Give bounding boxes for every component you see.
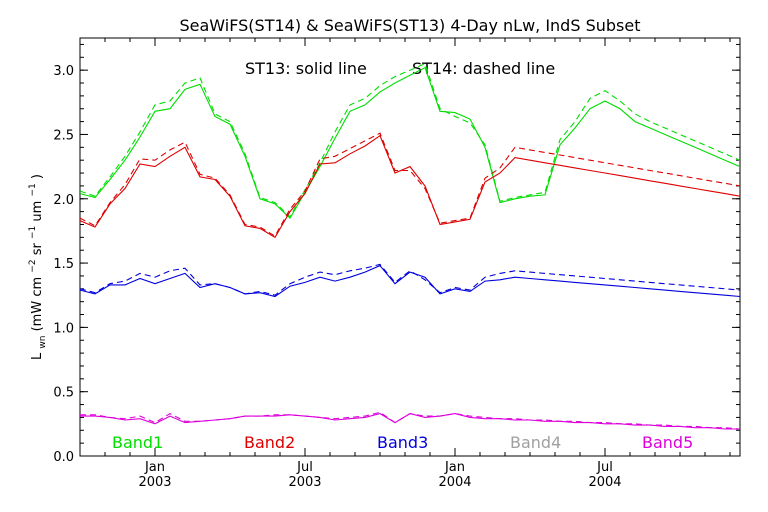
ylabel-unit-open: (mW cm xyxy=(30,277,45,332)
dashed-line-note: ST14: dashed line xyxy=(412,59,555,78)
band-label-band1: Band1 xyxy=(112,433,163,452)
ylabel-sup2: −1 xyxy=(28,226,38,239)
y-tick-label: 1.5 xyxy=(53,257,74,272)
plot-area xyxy=(80,62,740,430)
y-tick-label: 1.0 xyxy=(53,321,74,336)
y-tick-label: 2.5 xyxy=(53,128,74,143)
y-axis-label: L wn (mW cm −2 sr −1 um −1 ) xyxy=(24,174,49,360)
series-band2-dashed xyxy=(80,132,740,237)
chart-title: SeaWiFS(ST14) & SeaWiFS(ST13) 4-Day nLw,… xyxy=(180,16,641,35)
y-tick-label: 3.0 xyxy=(53,64,74,79)
ylabel-unit-mid: sr xyxy=(30,243,45,256)
y-axis: 0.0 0.5 1.0 1.5 2.0 2.5 3.0 xyxy=(53,43,740,465)
solid-line-note: ST13: solid line xyxy=(245,59,367,78)
x-tick-label-month: Jul xyxy=(596,460,613,475)
x-tick-label-year: 2003 xyxy=(288,475,321,490)
series-layer xyxy=(80,62,740,430)
ylabel-unit-mid2: um xyxy=(30,201,45,222)
plot-frame xyxy=(79,37,741,457)
x-tick-label-month: Jan xyxy=(144,460,165,475)
x-tick-label-month: Jan xyxy=(444,460,465,475)
series-band5-solid xyxy=(80,413,740,430)
series-band1-solid xyxy=(80,66,740,219)
band-label-band4: Band4 xyxy=(510,433,561,452)
y-tick-label: 0.0 xyxy=(53,450,74,465)
series-band1-dashed xyxy=(80,62,740,218)
x-tick-label-year: 2004 xyxy=(588,475,621,490)
y-tick-label: 0.5 xyxy=(53,386,74,401)
x-tick-label-year: 2003 xyxy=(138,475,171,490)
ylabel-sup1: −2 xyxy=(28,259,38,272)
series-band3-solid xyxy=(80,264,740,298)
x-tick-label-month: Jul xyxy=(296,460,313,475)
y-tick-label: 2.0 xyxy=(53,193,74,208)
series-band3-dashed xyxy=(80,263,740,296)
band-label-band3: Band3 xyxy=(377,433,428,452)
x-tick-label-year: 2004 xyxy=(438,475,471,490)
band-label-band5: Band5 xyxy=(642,433,693,452)
ylabel-unit-close: ) xyxy=(30,174,45,179)
ylabel-sup3: −1 xyxy=(28,183,38,196)
ylabel-sub: wn xyxy=(38,336,48,349)
ylabel-base: L xyxy=(30,352,45,360)
series-band2-solid xyxy=(80,134,740,239)
series-band5-dashed xyxy=(80,411,740,430)
band-label-band2: Band2 xyxy=(244,433,295,452)
band-labels: Band1 Band2 Band3 Band4 Band5 xyxy=(112,433,693,452)
